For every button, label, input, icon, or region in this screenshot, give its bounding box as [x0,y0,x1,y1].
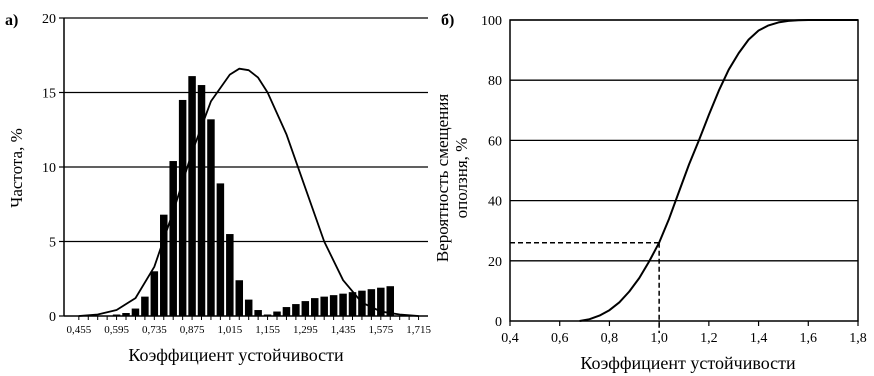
panel-b-x-tick-label: 0,4 [501,331,519,346]
panel-a-y-tick-label: 20 [42,12,56,27]
panel-b-curve-group [579,19,858,322]
panel-a-x-tick-label: 0,455 [66,324,91,336]
panel-a-x-tick-label: 0,735 [142,324,167,336]
panel-a-gridlines [64,17,428,243]
panel-a-bar [188,76,196,316]
panel-a-y-axis-label: Частота, % [7,128,26,207]
panel-b-probability: б) Вероятность смещения оползня, % Коэфф… [433,12,867,373]
panel-a-bar [141,296,149,316]
panel-b-y-axis-label-line1: Вероятность смещения [433,94,452,262]
panel-a-bar [254,310,262,316]
panel-a-bar [348,292,357,316]
panel-b-y-axis-label-line2: оползня, % [452,138,471,219]
panel-a-bar [386,286,395,316]
panel-b-x-tick-label: 0,6 [551,331,569,346]
panel-a-x-axis-label: Коэффициент устойчивости [128,345,344,365]
panel-a-y-tick-label: 0 [49,310,56,325]
panel-a-bar [292,304,300,316]
panel-b-x-tick-label: 1,0 [650,331,668,346]
panel-a-axes [63,18,428,320]
panel-a-bar [122,313,130,316]
panel-a-curve-group [78,67,419,317]
panel-b-y-tick-labels: 0 20 40 60 80 100 [481,14,502,330]
panel-a-y-tick-label: 15 [42,87,56,102]
panel-b-x-tick-label: 1,8 [849,331,867,346]
panel-a-y-tick-label: 5 [49,236,56,251]
panel-a-bar [339,293,347,316]
panel-a-bar [150,271,159,316]
panel-a-x-tick-labels: 0,455 0,595 0,735 0,875 1,015 1,155 1,295 1,435… [66,324,431,336]
panel-a-bar [301,301,310,316]
panel-b-y-tick-label: 20 [488,255,502,270]
panel-a-bar [160,214,168,316]
panel-a-bar [244,299,253,316]
panel-a-bar [197,85,206,316]
panel-a-bar [207,119,215,316]
panel-a-x-tick-label: 1,155 [255,324,280,336]
panel-a-x-tick-label: 1,715 [406,324,431,336]
panel-a-x-tick-label: 0,595 [104,324,129,336]
panel-b-label: б) [441,12,454,29]
panel-a-bar [235,280,244,316]
panel-b-x-axis-label: Коэффициент устойчивости [580,353,796,373]
panel-b-y-tick-label: 40 [488,195,502,210]
panel-b-y-tick-label: 0 [495,315,502,330]
panel-a-y-tick-label: 10 [42,161,56,176]
panel-a-curve [78,67,419,317]
panel-a-x-tick-label: 1,015 [217,324,242,336]
panel-a-x-tick-label: 1,575 [368,324,393,336]
panel-a-bar [131,308,140,316]
panel-b-x-tick-label: 0,8 [601,331,619,346]
panel-b-frame [509,19,859,322]
panel-b-annotation [510,241,660,333]
panel-a-bar [377,287,385,316]
panel-b-x-tick-label: 1,6 [800,331,818,346]
panel-b-x-tick-labels: 0,4 0,6 0,8 1,0 1,2 1,4 1,6 1,8 [501,321,867,346]
panel-b-x-tick-label: 1,4 [750,331,768,346]
panel-b-y-tick-label: 80 [488,74,502,89]
panel-a-x-tick-label: 0,875 [180,324,205,336]
panel-a-bar [169,161,177,316]
panel-a-label: а) [5,12,18,29]
panel-a-y-tick-labels: 0 5 10 15 20 [42,12,64,325]
panel-a-x-tick-label: 1,435 [331,324,356,336]
panel-a-bar [282,307,291,316]
panel-a-bar [320,296,328,316]
panel-a-x-tick-label: 1,295 [293,324,318,336]
panel-a-bars [112,76,395,316]
panel-b-y-tick-label: 100 [481,14,502,29]
panel-b-y-tick-label: 60 [488,134,502,149]
panel-a-bar [178,99,187,316]
panel-b-x-tick-label: 1,2 [700,331,718,346]
panel-a-bar [367,289,376,316]
panel-a-bar [311,298,319,316]
panel-a-bar [273,311,281,316]
panel-b-curve [579,19,858,322]
panel-b-gridlines [510,19,858,262]
panel-a-bar [226,234,234,316]
panel-a-bar [329,295,338,316]
panel-a-histogram: а) Частота, % Коэффициент устойчивости 0… [5,12,431,365]
panel-b-axes [509,19,859,322]
panel-a-bar [216,183,225,316]
